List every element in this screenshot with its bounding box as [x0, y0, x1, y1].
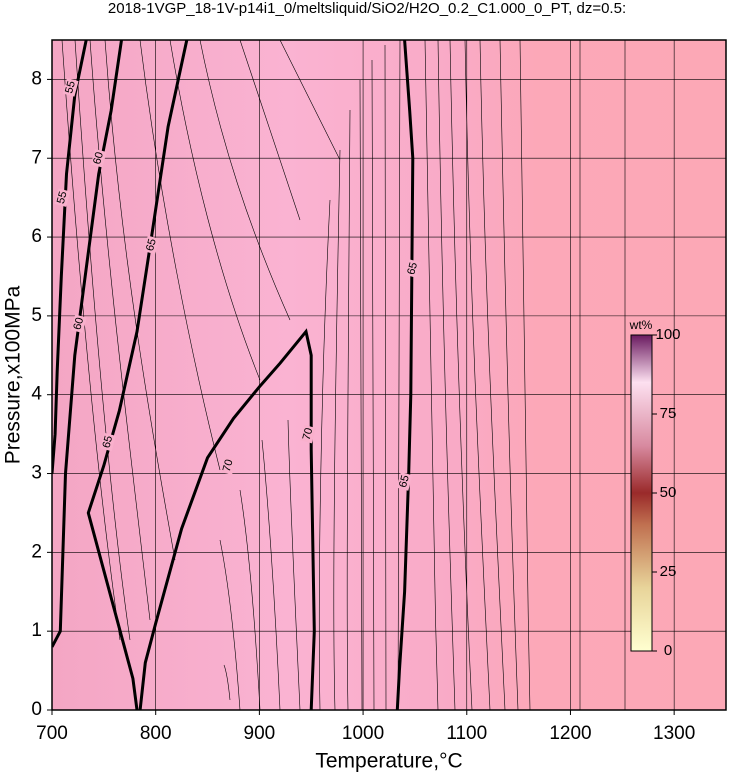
chart-title: 2018-1VGP_18-1V-p14i1_0/meltsliquid/SiO2… — [108, 0, 626, 17]
contour-label: 55 — [55, 190, 70, 205]
y-tick-label: 7 — [31, 147, 42, 168]
y-tick-label: 1 — [31, 620, 42, 641]
contours: 55 55 60 60 65 65 70 70 65 65 — [52, 40, 421, 710]
x-tick-label: 900 — [244, 723, 276, 744]
x-axis-label: Temperature,°C — [315, 750, 462, 773]
colorbar-tick-label: 0 — [664, 642, 672, 659]
contour-label-bg — [54, 188, 71, 207]
contour-label: 70 — [221, 458, 236, 473]
contour-line — [52, 40, 88, 474]
colorbar-tick-label: 50 — [660, 484, 677, 501]
contour-label-bg — [404, 259, 421, 278]
y-tick-label: 0 — [31, 699, 42, 720]
x-tick-label: 800 — [140, 723, 172, 744]
contour-label: 65 — [144, 237, 159, 252]
colorbar-tick-label: 75 — [660, 405, 677, 422]
contour-label: 55 — [63, 80, 78, 95]
contour-line — [86, 40, 189, 710]
y-tick-label: 8 — [31, 68, 42, 89]
y-tick-label: 5 — [31, 305, 42, 326]
contour-label-bg — [143, 235, 160, 255]
contour-label: 60 — [91, 151, 106, 166]
plot-frame — [51, 39, 727, 711]
x-tick-label: 700 — [36, 723, 68, 744]
contour-label-bg — [62, 78, 79, 97]
colorbar-tick-label: 100 — [655, 326, 680, 343]
contour-line — [138, 328, 316, 710]
y-tick-label: 2 — [31, 541, 42, 562]
contour-line — [52, 40, 123, 648]
x-tick-label: 1300 — [653, 723, 695, 744]
x-tick-label: 1100 — [446, 723, 487, 744]
contour-label: 60 — [71, 316, 86, 331]
contour-label-bg — [71, 314, 87, 334]
contour-label-bg — [100, 432, 116, 452]
contour-label-bg — [90, 148, 107, 168]
contour-label: 65 — [405, 261, 420, 276]
x-tick-label: 1200 — [549, 723, 591, 744]
y-tick-label: 6 — [31, 226, 42, 247]
contour-label: 65 — [101, 435, 116, 450]
contour-label-bg — [300, 424, 316, 444]
contour-line — [395, 40, 415, 710]
x-tick-label: 1000 — [342, 723, 384, 744]
y-tick-label: 4 — [31, 384, 42, 405]
y-tick-label: 3 — [31, 463, 42, 484]
colorbar-label: wt% — [629, 318, 653, 332]
contour-label-bg — [396, 472, 413, 491]
contour-label: 70 — [301, 427, 316, 442]
y-axis-label: Pressure,x100MPa — [2, 285, 25, 464]
contour-label-bg — [220, 456, 237, 475]
colorbar — [630, 334, 653, 652]
contour-label: 65 — [397, 474, 412, 489]
colorbar-tick-label: 25 — [660, 563, 677, 580]
